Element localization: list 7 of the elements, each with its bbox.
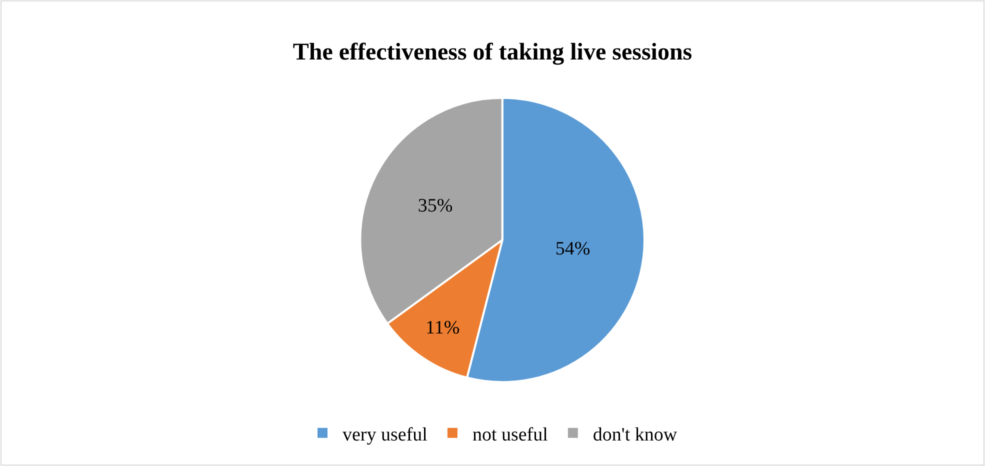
- legend-label: very useful: [342, 424, 428, 446]
- data-label: 54%: [555, 238, 590, 260]
- legend-label: not useful: [472, 424, 548, 446]
- chart-title: The effectiveness of taking live sessions: [292, 40, 692, 66]
- data-label: 11%: [426, 317, 460, 338]
- data-label: 35%: [418, 195, 453, 216]
- legend-label: don't know: [592, 424, 678, 446]
